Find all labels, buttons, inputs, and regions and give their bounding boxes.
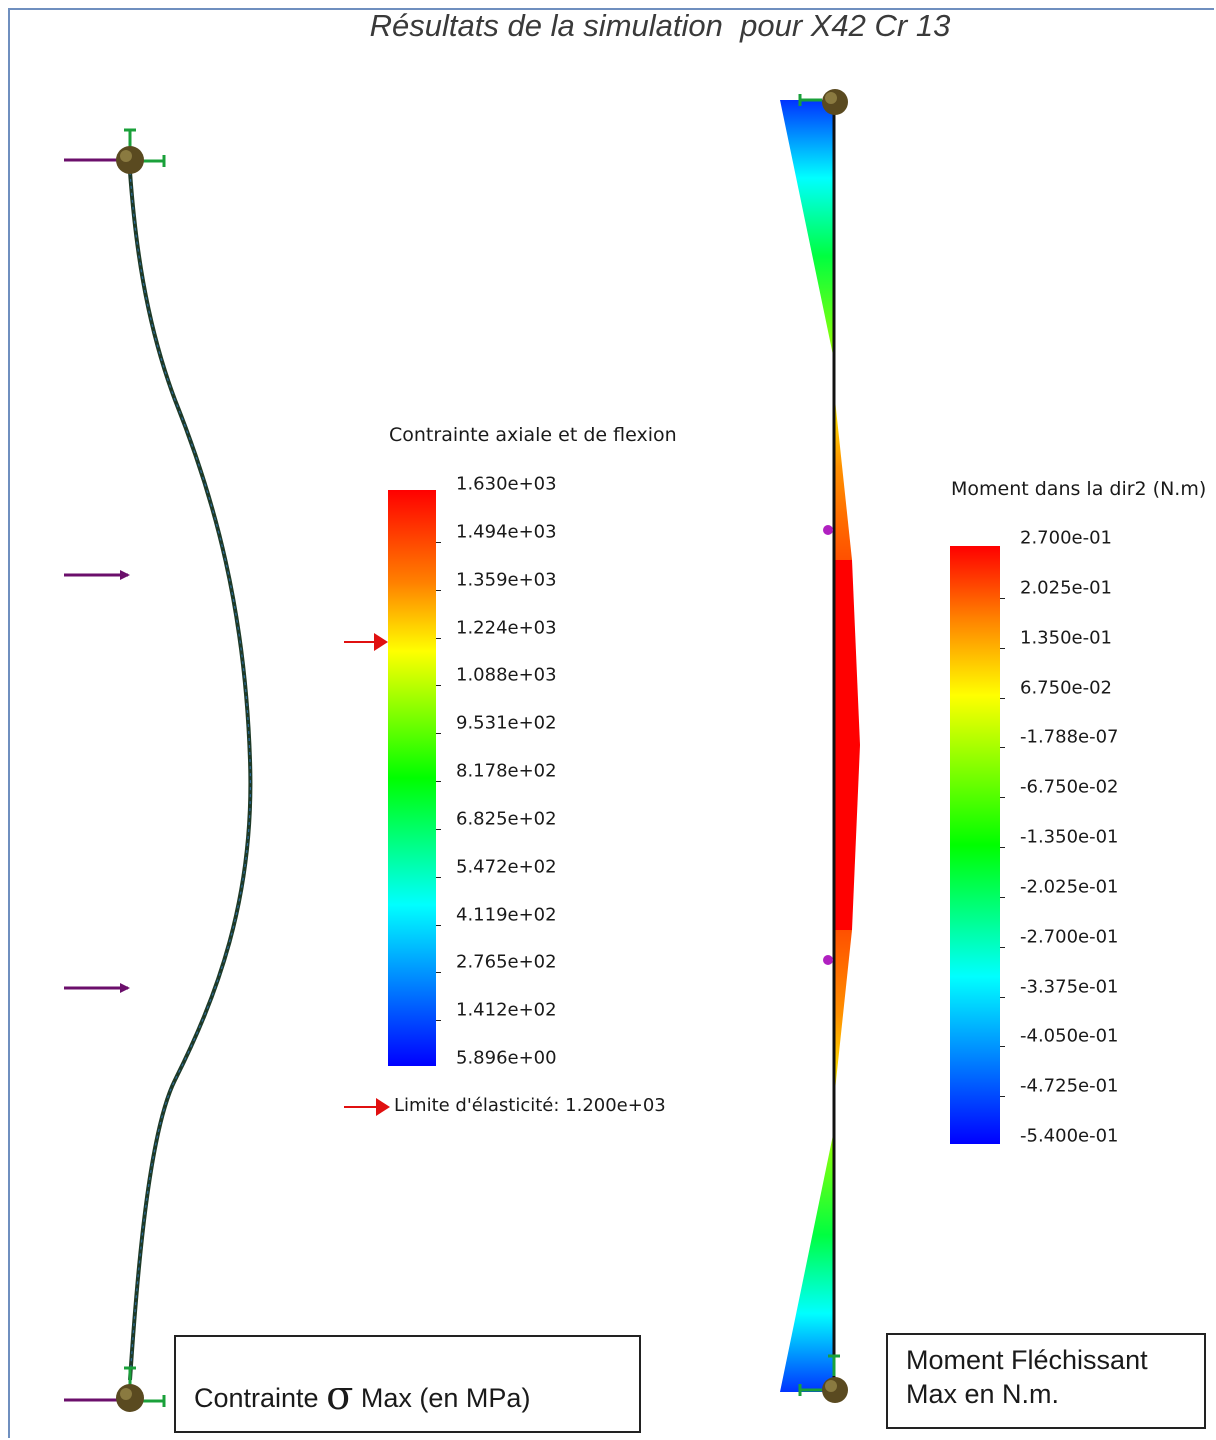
moment-tick-label: -4.050e-01 xyxy=(1020,1025,1119,1047)
moment-tick-mark xyxy=(1000,896,1005,898)
moment-caption-line1: Moment Fléchissant xyxy=(906,1345,1148,1375)
moment-tick-mark xyxy=(1000,697,1005,699)
stress-tick-mark xyxy=(436,876,441,878)
stress-tick-label: 8.178e+02 xyxy=(456,760,557,782)
stress-tick-label: 1.630e+03 xyxy=(456,473,557,495)
stress-tick-label: 1.494e+03 xyxy=(456,521,557,543)
moment-tick-mark xyxy=(1000,996,1005,998)
moment-tick-label: -2.025e-01 xyxy=(1020,876,1119,898)
stress-caption-before: Contrainte xyxy=(194,1383,327,1413)
stress-tick-label: 1.224e+03 xyxy=(456,617,557,638)
moment-legend-title: Moment dans la dir2 (N.m) xyxy=(951,478,1207,500)
stress-caption-text: Contrainte σ Max (en MPa) xyxy=(194,1373,530,1419)
stress-tick-label: 5.896e+00 xyxy=(456,1047,557,1069)
stress-tick-label: 1.359e+03 xyxy=(456,569,557,591)
moment-bottom-support-icon xyxy=(798,1354,848,1403)
yield-limit-label: Limite d'élasticité: 1.200e+03 xyxy=(394,1095,666,1116)
yield-legend-arrow-icon xyxy=(344,1098,390,1116)
yield-limit-arrow-icon xyxy=(344,633,388,651)
moment-tick-mark xyxy=(1000,946,1005,948)
stress-tick-mark xyxy=(436,972,441,974)
stress-tick-mark xyxy=(436,589,441,591)
sigma-symbol: σ xyxy=(326,1373,354,1419)
stress-legend-title: Contrainte axiale et de flexion xyxy=(389,424,677,446)
stress-tick-label: 1.088e+03 xyxy=(456,664,557,686)
stress-tick-mark xyxy=(436,541,441,543)
moment-tick-label: 2.025e-01 xyxy=(1020,577,1113,599)
stress-tick-label: 6.825e+02 xyxy=(456,808,557,830)
moment-caption-box: Moment Fléchissant Max en N.m. xyxy=(886,1333,1206,1429)
moment-tick-mark xyxy=(1000,1096,1005,1098)
moment-tick-label: -4.725e-01 xyxy=(1020,1075,1119,1097)
deformed-beam xyxy=(128,171,253,1381)
stress-color-bar xyxy=(388,490,436,1066)
moment-color-bar xyxy=(950,546,1000,1144)
stress-tick-label: 2.765e+02 xyxy=(456,951,557,973)
moment-tick-label: -2.700e-01 xyxy=(1020,926,1119,948)
stress-caption-after: Max (en MPa) xyxy=(353,1383,531,1413)
moment-tick-label: 2.700e-01 xyxy=(1020,527,1113,549)
moment-tick-label: 6.750e-02 xyxy=(1020,677,1113,698)
moment-tick-mark xyxy=(1000,747,1005,749)
stress-tick-label: 5.472e+02 xyxy=(456,856,557,878)
stress-tick-mark xyxy=(436,924,441,926)
stress-caption-box: Contrainte σ Max (en MPa) xyxy=(174,1335,641,1433)
figure-frame xyxy=(8,8,1214,1438)
moment-tick-mark xyxy=(1000,797,1005,799)
moment-tick-label: -1.788e-07 xyxy=(1020,726,1119,748)
moment-tick-label: -1.350e-01 xyxy=(1020,826,1119,848)
figure-title: Résultats de la simulation pour X42 Cr 1… xyxy=(369,8,951,43)
stress-tick-mark xyxy=(436,828,441,830)
moment-diagram xyxy=(780,96,860,1396)
moment-tick-label: 1.350e-01 xyxy=(1020,627,1113,649)
stress-tick-mark xyxy=(436,1020,441,1022)
top-support-icon xyxy=(64,128,166,174)
stress-tick-label: 9.531e+02 xyxy=(456,712,557,734)
moment-tick-label: -6.750e-02 xyxy=(1020,776,1119,798)
moment-tick-mark xyxy=(1000,1046,1005,1048)
moment-tick-label: -5.400e-01 xyxy=(1020,1125,1119,1147)
bottom-support-icon xyxy=(64,1366,166,1412)
moment-tick-label: -3.375e-01 xyxy=(1020,976,1119,997)
stress-tick-label: 4.119e+02 xyxy=(456,904,557,925)
stress-tick-label: 1.412e+02 xyxy=(456,999,557,1021)
moment-tick-mark xyxy=(1000,647,1005,649)
moment-tick-mark xyxy=(1000,847,1005,848)
moment-caption-line2: Max en N.m. xyxy=(906,1379,1060,1409)
stress-tick-mark xyxy=(436,733,441,735)
moment-tick-mark xyxy=(1000,597,1005,599)
moment-top-support-icon xyxy=(798,89,848,115)
stress-tick-mark xyxy=(436,685,441,687)
stress-tick-mark xyxy=(436,637,441,639)
stress-tick-mark xyxy=(436,781,441,782)
